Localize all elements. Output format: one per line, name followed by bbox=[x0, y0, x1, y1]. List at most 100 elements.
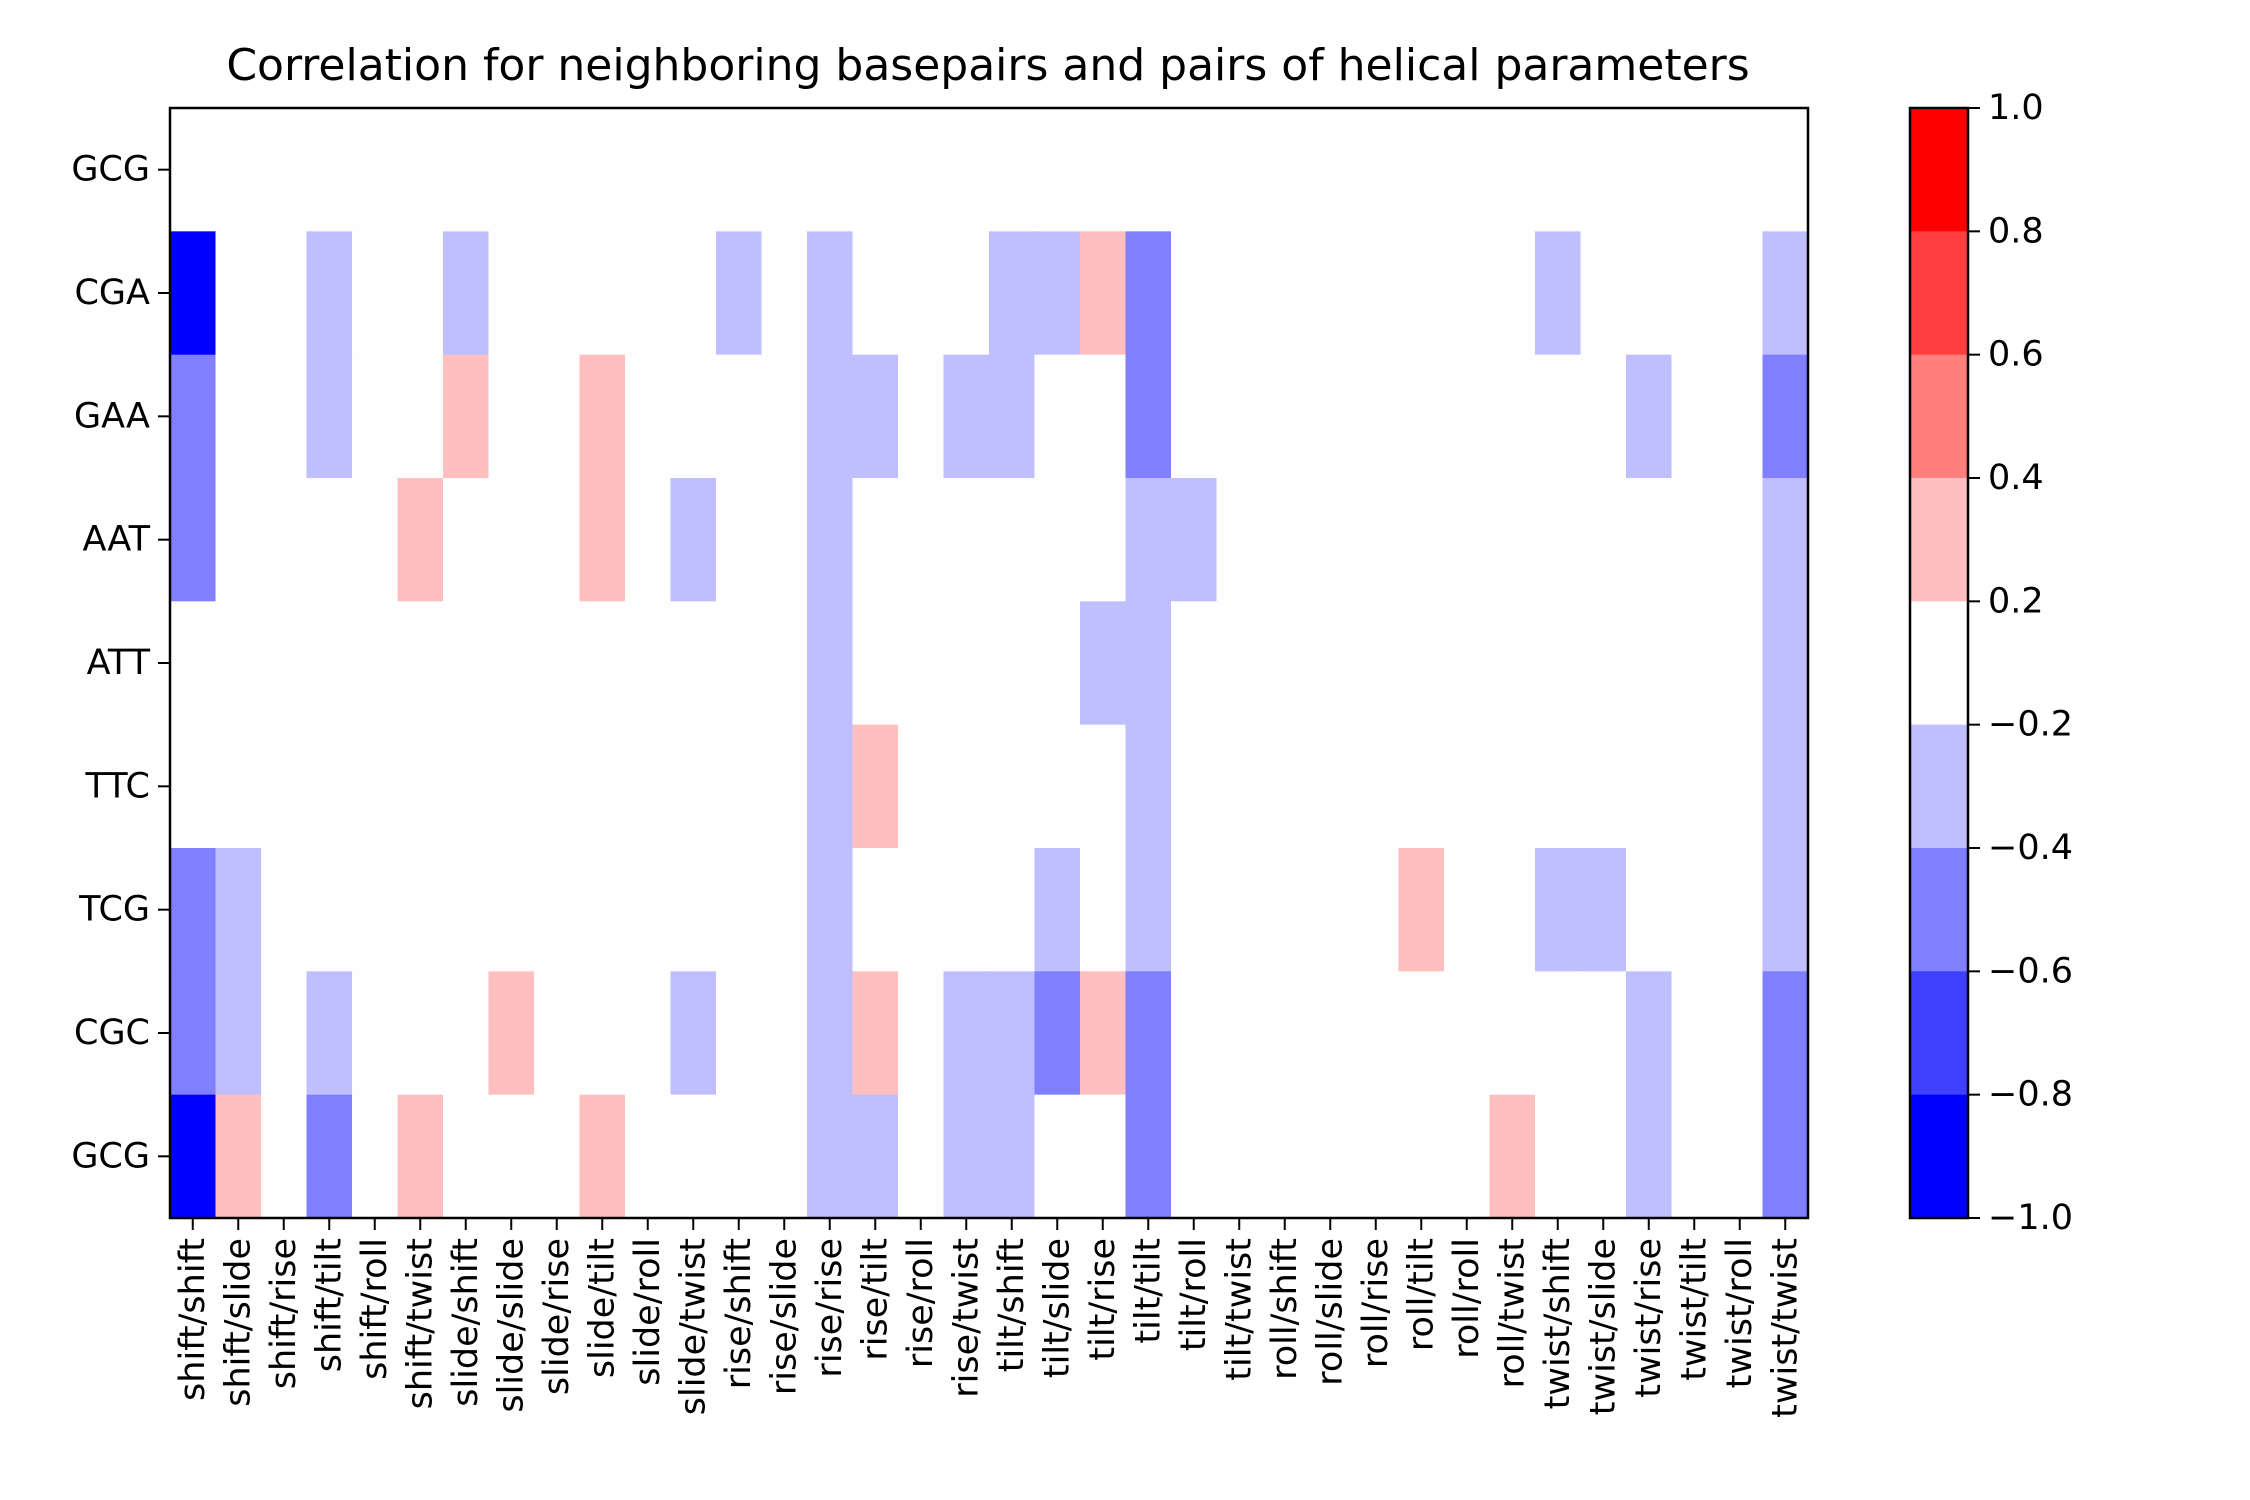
heatmap-cell bbox=[1580, 478, 1627, 602]
heatmap-cell bbox=[352, 724, 399, 849]
heatmap-cell bbox=[716, 724, 763, 849]
heatmap-cell bbox=[989, 724, 1036, 849]
colorbar-tick-label: 0.8 bbox=[1988, 211, 2044, 251]
heatmap-cell bbox=[534, 108, 581, 232]
heatmap-cell bbox=[1580, 848, 1627, 972]
heatmap-cell bbox=[1489, 354, 1536, 479]
y-tick-label: TCG bbox=[78, 890, 150, 930]
heatmap-cell bbox=[852, 601, 899, 726]
heatmap-cell bbox=[1034, 848, 1081, 972]
heatmap-cell bbox=[670, 108, 717, 232]
heatmap-cell bbox=[443, 354, 490, 479]
heatmap-cell bbox=[943, 1094, 990, 1219]
heatmap-cell bbox=[352, 478, 399, 602]
heatmap-cell bbox=[761, 354, 808, 479]
chart-title: Correlation for neighboring basepairs an… bbox=[226, 40, 1749, 91]
heatmap-cell bbox=[1489, 1094, 1536, 1219]
heatmap-cell bbox=[1444, 971, 1491, 1096]
heatmap-cell bbox=[1171, 848, 1218, 972]
heatmap-cell bbox=[397, 231, 444, 356]
heatmap-cell bbox=[306, 354, 353, 479]
heatmap-cell bbox=[1034, 108, 1081, 232]
heatmap-cell bbox=[1080, 848, 1127, 972]
colorbar-segment bbox=[1910, 724, 1968, 849]
heatmap-cell bbox=[943, 724, 990, 849]
x-tick-label: shift/tilt bbox=[309, 1238, 349, 1372]
heatmap-cell bbox=[397, 1094, 444, 1219]
heatmap-cell bbox=[1717, 724, 1764, 849]
x-tick-label: shift/roll bbox=[355, 1238, 395, 1380]
heatmap-cell bbox=[534, 1094, 581, 1219]
heatmap-cell bbox=[1535, 724, 1582, 849]
heatmap-cell bbox=[488, 478, 535, 602]
heatmap-cell bbox=[852, 848, 899, 972]
colorbar-tick-label: 0.2 bbox=[1988, 581, 2044, 621]
heatmap-cell bbox=[761, 724, 808, 849]
heatmap-cell bbox=[670, 601, 717, 726]
x-tick-label: tilt/rise bbox=[1083, 1238, 1123, 1361]
x-tick-label: tilt/twist bbox=[1219, 1238, 1259, 1381]
heatmap-cell bbox=[1307, 848, 1354, 972]
heatmap-cell bbox=[397, 108, 444, 232]
heatmap-cell bbox=[443, 601, 490, 726]
heatmap-cell bbox=[306, 1094, 353, 1219]
x-tick-label: rise/tilt bbox=[855, 1238, 895, 1361]
heatmap-cell bbox=[170, 354, 217, 479]
heatmap-cell bbox=[625, 971, 672, 1096]
heatmap-cell bbox=[898, 724, 945, 849]
heatmap-cell bbox=[1398, 108, 1445, 232]
heatmap-cell bbox=[670, 971, 717, 1096]
heatmap-cell bbox=[261, 478, 308, 602]
heatmap-cell bbox=[989, 848, 1036, 972]
heatmap-cell bbox=[1626, 354, 1673, 479]
heatmap-cell bbox=[579, 1094, 626, 1219]
heatmap-cell bbox=[1080, 601, 1127, 726]
colorbar-segment bbox=[1910, 354, 1968, 479]
heatmap-cell bbox=[1762, 108, 1809, 232]
heatmap-cell bbox=[1535, 601, 1582, 726]
heatmap-cell bbox=[716, 478, 763, 602]
heatmap-cell bbox=[170, 478, 217, 602]
heatmap-cell bbox=[1125, 848, 1172, 972]
heatmap-cell bbox=[1080, 108, 1127, 232]
heatmap-cell bbox=[1171, 1094, 1218, 1219]
heatmap-cell bbox=[1171, 231, 1218, 356]
heatmap-cell bbox=[716, 971, 763, 1096]
heatmap-cell bbox=[1671, 478, 1718, 602]
x-tick-label: twist/rise bbox=[1629, 1238, 1669, 1398]
heatmap-cell bbox=[1671, 971, 1718, 1096]
heatmap-cell bbox=[443, 108, 490, 232]
heatmap-cell bbox=[761, 601, 808, 726]
heatmap-cell bbox=[1489, 971, 1536, 1096]
heatmap-cell bbox=[1671, 231, 1718, 356]
heatmap-cell bbox=[306, 478, 353, 602]
heatmap-cell bbox=[352, 971, 399, 1096]
heatmap-cell bbox=[534, 971, 581, 1096]
heatmap-cell bbox=[1353, 724, 1400, 849]
heatmap-cell bbox=[579, 724, 626, 849]
colorbar-tick-label: −1.0 bbox=[1988, 1198, 2073, 1238]
heatmap-cell bbox=[625, 108, 672, 232]
heatmap-cell bbox=[898, 971, 945, 1096]
heatmap-cell bbox=[1171, 724, 1218, 849]
y-tick-label: CGC bbox=[74, 1013, 150, 1053]
heatmap-cell bbox=[1353, 848, 1400, 972]
heatmap-cell bbox=[625, 724, 672, 849]
heatmap-cell bbox=[989, 601, 1036, 726]
heatmap-cell bbox=[1171, 478, 1218, 602]
heatmap-cell bbox=[352, 108, 399, 232]
heatmap-cell bbox=[1307, 354, 1354, 479]
heatmap-cell bbox=[306, 601, 353, 726]
heatmap-cell bbox=[716, 354, 763, 479]
heatmap-cell bbox=[261, 231, 308, 356]
heatmap-cell bbox=[1762, 1094, 1809, 1219]
heatmap-cell bbox=[1580, 1094, 1627, 1219]
heatmap-cell bbox=[1535, 848, 1582, 972]
heatmap-cell bbox=[170, 971, 217, 1096]
heatmap-cell bbox=[1034, 601, 1081, 726]
heatmap-cell bbox=[397, 478, 444, 602]
heatmap-cell bbox=[1262, 601, 1309, 726]
heatmap-cell bbox=[1535, 108, 1582, 232]
heatmap-cell bbox=[807, 971, 854, 1096]
heatmap-cell bbox=[443, 231, 490, 356]
